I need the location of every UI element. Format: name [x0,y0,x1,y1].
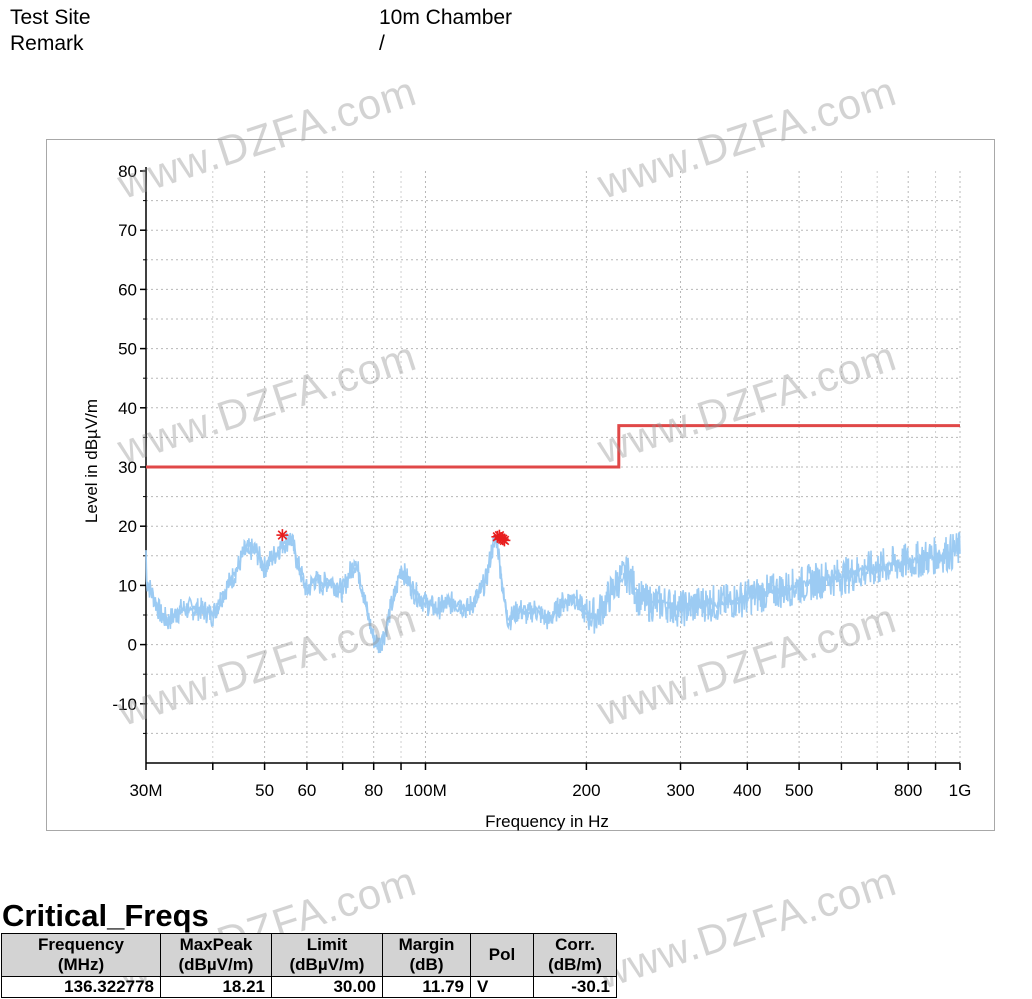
y-tick-label: 20 [118,517,137,536]
y-tick-label: 0 [128,636,137,655]
cell-limit: 30.00 [271,976,383,998]
y-tick-label: 30 [118,458,137,477]
col-limit: Limit (dBµV/m) [271,933,383,977]
x-tick-label: 200 [572,781,600,800]
test-site-value: 10m Chamber [379,6,513,29]
x-tick-label: 30M [129,781,162,800]
y-tick-label: -10 [112,695,137,714]
cell-maxpeak: 18.21 [160,976,272,998]
y-axis-label: Level in dBµV/m [82,399,101,523]
y-tick-label: 40 [118,399,137,418]
measurement-trace [145,531,961,654]
x-tick-label: 300 [666,781,694,800]
critical-freqs-title: Critical_Freqs [2,898,209,933]
peak-marker [498,534,511,547]
peak-marker [276,529,289,542]
cell-frequency: 136.322778 [1,976,161,998]
x-tick-label: 50 [255,781,274,800]
col-pol: Pol [470,933,534,977]
cell-pol: V [470,976,534,998]
col-margin: Margin (dB) [382,933,471,977]
y-tick-label: 60 [118,280,137,299]
y-tick-label: 80 [118,162,137,181]
cell-corr: -30.1 [533,976,617,998]
table-header-row: Frequency (MHz) MaxPeak (dBµV/m) Limit (dBµ… [1,933,617,977]
y-tick-label: 10 [118,576,137,595]
col-frequency: Frequency (MHz) [1,933,161,977]
measurement-trace-core [145,534,961,647]
x-tick-label: 1G [949,781,972,800]
peak-marker-stroke [277,530,288,540]
remark-label: Remark [10,32,84,55]
x-tick-label: 800 [894,781,922,800]
critical-freqs-table: Frequency (MHz) MaxPeak (dBµV/m) Limit (dBµ… [1,933,617,998]
col-corr: Corr. (dB/m) [533,933,617,977]
col-maxpeak: MaxPeak (dBµV/m) [160,933,272,977]
x-tick-label: 500 [785,781,813,800]
peak-marker-stroke [499,535,510,546]
test-site-label: Test Site [10,6,91,29]
plot-frame [46,139,995,831]
x-tick-label: 400 [733,781,761,800]
x-tick-label: 100M [404,781,447,800]
table-row: 136.322778 18.21 30.00 11.79 V -30.1 [1,976,617,998]
cell-margin: 11.79 [382,976,471,998]
y-tick-label: 50 [118,340,137,359]
remark-value: / [379,32,385,55]
limit-line [146,424,960,469]
x-tick-label: 60 [297,781,316,800]
x-tick-label: 80 [364,781,383,800]
y-tick-label: 70 [118,221,137,240]
x-axis-label: Frequency in Hz [485,812,609,831]
